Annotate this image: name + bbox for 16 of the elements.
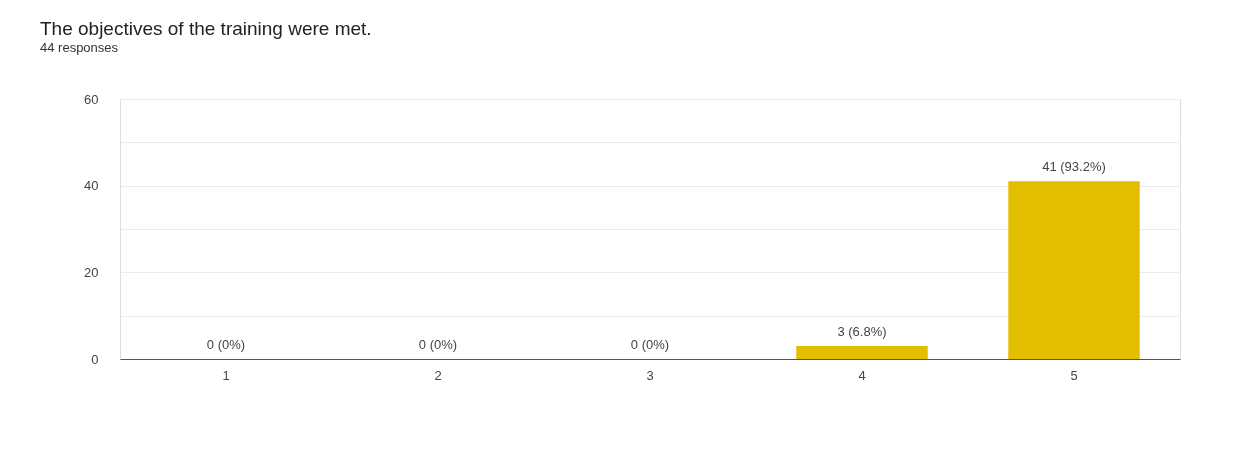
data-label: 0 (0%) (206, 337, 246, 352)
x-tick-label: 3 (646, 367, 654, 383)
y-tick-label: 40 (84, 178, 99, 194)
data-label: 0 (0%) (630, 337, 670, 352)
y-tick-label: 0 (91, 351, 99, 367)
x-tick-label: 4 (858, 367, 866, 383)
data-label: 41 (93.2%) (1042, 159, 1106, 175)
y-tick-label: 20 (84, 264, 99, 280)
x-tick-label: 2 (434, 367, 442, 383)
x-tick-label: 5 (1070, 367, 1078, 383)
data-label: 3 (6.8%) (837, 324, 887, 339)
x-tick-label: 1 (222, 367, 230, 383)
chart-subtitle: 44 responses (40, 40, 119, 55)
data-label: 0 (0%) (418, 337, 458, 352)
chart-title: The objectives of the training were met. (40, 18, 372, 39)
y-tick-label: 60 (84, 91, 99, 107)
